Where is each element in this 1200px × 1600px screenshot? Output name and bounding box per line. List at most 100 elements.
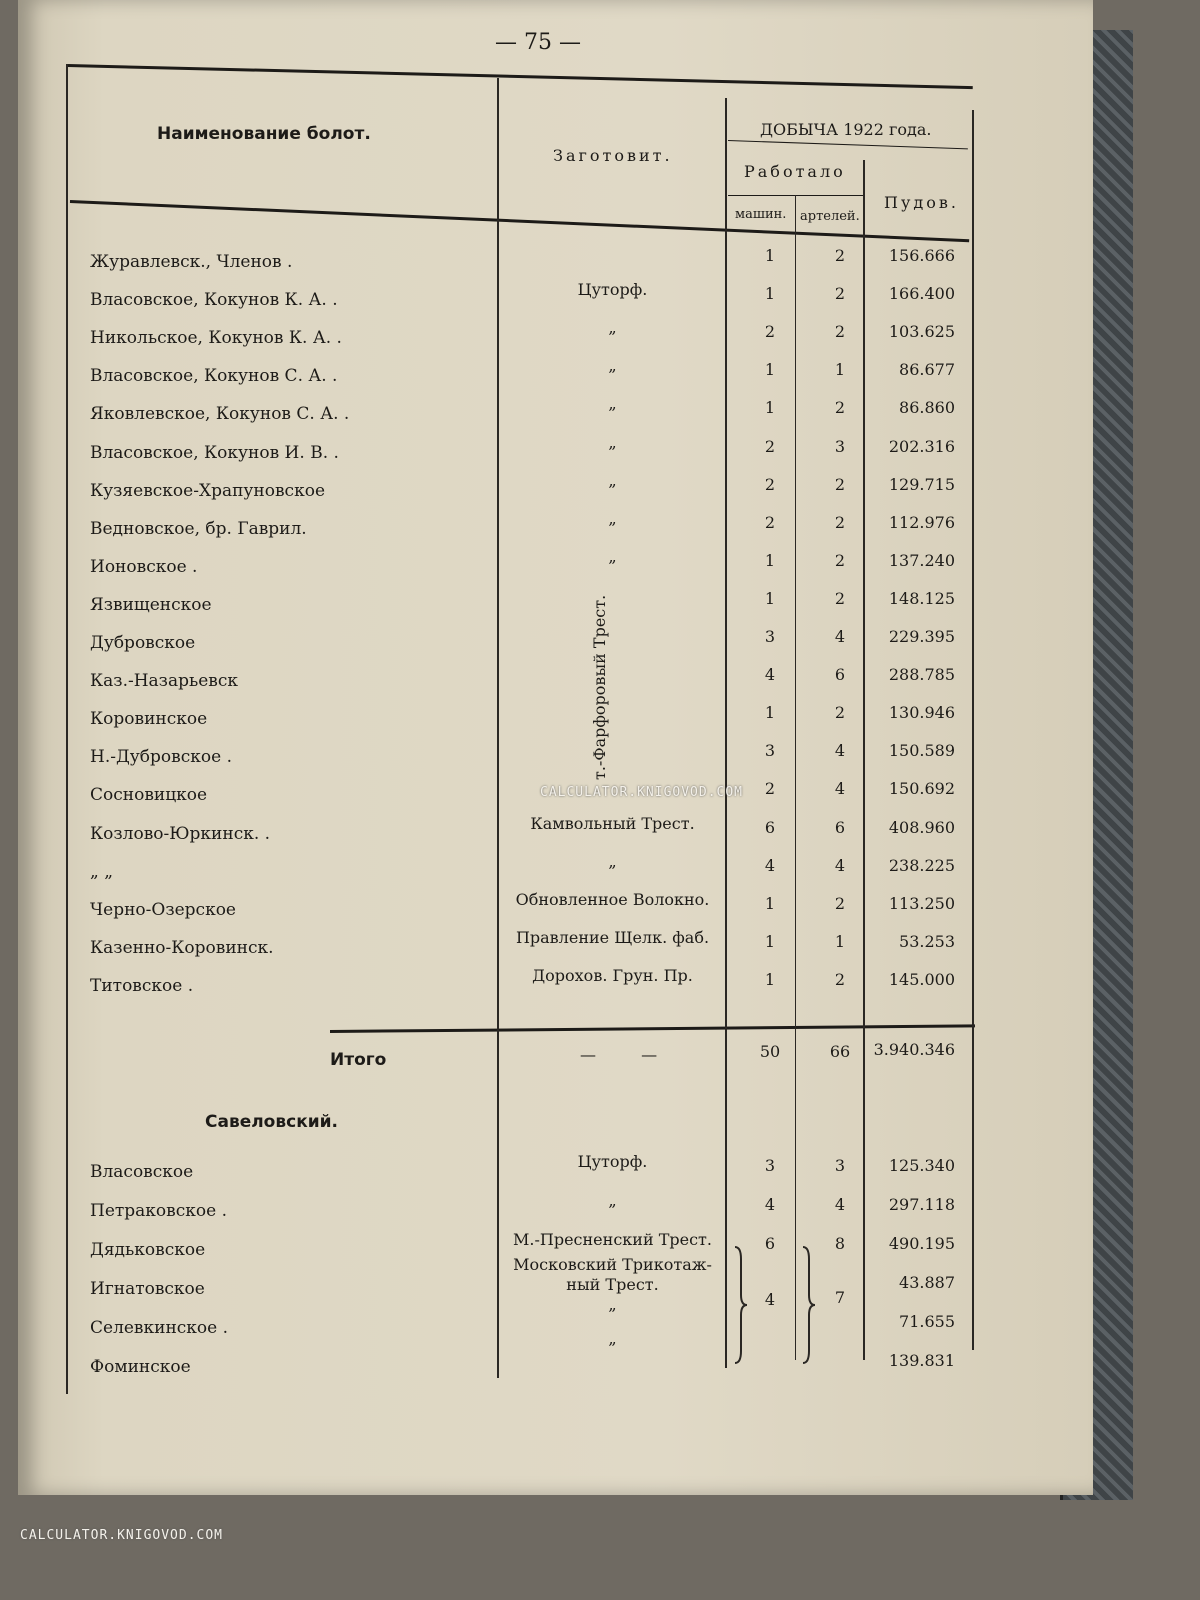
poods-cell: 86.860 [899, 398, 955, 418]
table-row: Дубровское 3 4 229.395 [0, 627, 1000, 669]
machines-cell: 1 [764, 398, 776, 418]
zag-cell: „ [608, 470, 617, 490]
artels-cell: 4 [834, 855, 846, 875]
zag-cell: „ [608, 432, 617, 452]
zag-cell: „ [608, 546, 617, 566]
group-zag-line: „ [608, 1329, 617, 1348]
table-row: Власовское Цуторф. 3 3 125.340 [0, 1152, 1000, 1198]
artels-cell: 3 [834, 1156, 846, 1175]
table-row: Игнатовское 43.887 [0, 1273, 1000, 1315]
machines-cell: 3 [764, 627, 776, 646]
table-row: Ионовское . „ 1 2 137.240 [0, 547, 1000, 593]
table-row: Н.-Дубровское . 3 4 150.589 [0, 741, 1000, 783]
bog-name: Яковлевское, Кокунов С. А. . [90, 404, 350, 425]
group-artels: 7 [834, 1288, 846, 1307]
poods-cell: 150.692 [888, 779, 955, 799]
zag-cell: Обновленное Волокно. [515, 889, 710, 909]
watermark: CALCULATOR.KNIGOVOD.COM [540, 785, 744, 800]
total-artels: 66 [829, 1042, 851, 1061]
poods-cell: 53.253 [899, 931, 955, 951]
machines-cell: 2 [764, 474, 776, 494]
poods-cell: 125.340 [888, 1156, 955, 1175]
bog-name: Дядьковское [90, 1240, 206, 1260]
bog-name: Козлово-Юркинск. . [90, 823, 271, 844]
zag-cell: „ [608, 851, 617, 871]
poods-cell: 297.118 [888, 1195, 955, 1214]
poods-cell: 238.225 [888, 855, 955, 875]
header-machines: машин. [735, 207, 787, 222]
total-dashes: — — [580, 1045, 658, 1064]
artels-cell: 1 [834, 360, 846, 380]
poods-cell: 166.400 [888, 284, 955, 304]
zag-cell: М.-Пресненский Трест. [513, 1230, 712, 1249]
table-row: Никольское, Кокунов К. А. . „ 2 2 103.625 [0, 318, 1000, 364]
machines-cell: 1 [764, 703, 776, 723]
bog-name: Ведновское, бр. Гаврил. [90, 518, 307, 539]
artels-cell: 4 [834, 627, 846, 646]
zag-cell: Цуторф. [577, 280, 648, 300]
group-zag-line: ный Трест. [566, 1275, 659, 1294]
table-row: Кузяевское-Храпуновское „ 2 2 129.715 [0, 471, 1000, 517]
machines-cell: 1 [764, 360, 776, 380]
bog-name: Титовское . [90, 975, 194, 996]
table-row: Петраковское . „ 4 4 297.118 [0, 1191, 1000, 1237]
artels-cell: 2 [834, 398, 846, 418]
table-row: Власовское, Кокунов И. В. . „ 2 3 202.316 [0, 433, 1000, 479]
total-poods: 3.940.346 [873, 1040, 955, 1059]
table-row: Селевкинское . 71.655 [0, 1312, 1000, 1354]
table-row: Ведновское, бр. Гаврил. „ 2 2 112.976 [0, 509, 1000, 555]
artels-cell: 2 [834, 512, 846, 532]
table-row: Казенно-Коровинск. Правление Щелк. фаб. 1 1… [0, 928, 1000, 974]
zag-cell: „ [608, 318, 617, 338]
header-artels: артелей. [800, 209, 860, 224]
header-worked: Работало [744, 162, 846, 181]
bog-name: Власовское [90, 1162, 194, 1182]
table-row: Яковлевское, Кокунов С. А. . „ 1 2 86.860 [0, 394, 1000, 440]
machines-cell: 6 [764, 1234, 776, 1253]
artels-cell: 4 [834, 779, 846, 799]
bog-name: Журавлевск., Членов . [90, 252, 293, 272]
group-machines: 4 [764, 1290, 776, 1309]
poods-cell: 112.976 [888, 512, 955, 532]
zag-cell: „ [608, 508, 617, 528]
machines-cell: 1 [764, 246, 776, 265]
machines-cell: 3 [764, 741, 776, 761]
artels-cell: 6 [834, 817, 846, 837]
poods-cell: 229.395 [888, 627, 955, 646]
table-row: Язвищенское 1 2 148.125 [0, 589, 1000, 631]
poods-cell: 86.677 [899, 360, 955, 380]
bog-name: Власовское, Кокунов К. А. . [90, 290, 338, 311]
bog-name: Н.-Дубровское . [90, 747, 232, 768]
poods-cell: 71.655 [899, 1312, 955, 1331]
zag-cell: Цуторф. [577, 1152, 648, 1171]
machines-cell: 1 [764, 588, 776, 608]
poods-cell: 202.316 [888, 436, 955, 456]
machines-cell: 2 [764, 322, 776, 342]
artels-cell: 2 [834, 588, 846, 608]
table-row: Журавлевск., Членов . 1 2 156.666 [0, 246, 1000, 288]
group-zag: Московский Трикотаж- ный Трест. „ „ [500, 1255, 725, 1349]
artels-cell: 4 [834, 741, 846, 761]
bog-name: Игнатовское [90, 1279, 205, 1299]
bog-name: Коровинское [90, 709, 208, 730]
column-line [972, 110, 974, 1350]
artels-cell: 8 [834, 1234, 846, 1253]
artels-cell: 2 [834, 550, 846, 570]
bog-name: Язвищенское [90, 594, 212, 615]
bog-name: Дубровское [90, 633, 196, 653]
machines-cell: 2 [764, 779, 776, 799]
machines-cell: 4 [764, 855, 776, 875]
poods-cell: 130.946 [888, 703, 955, 723]
machines-cell: 4 [764, 1195, 776, 1214]
section-title: Савеловский. [205, 1112, 339, 1132]
vertical-zag-label: т.-Фарфоровый Трест. [590, 594, 609, 780]
table-row: Коровинское 1 2 130.946 [0, 703, 1000, 745]
zag-cell: „ [608, 1191, 617, 1210]
poods-cell: 150.589 [888, 741, 955, 761]
bog-name: Селевкинское . [90, 1318, 229, 1338]
artels-cell: 2 [834, 322, 846, 342]
poods-cell: 113.250 [888, 893, 955, 913]
brace-icon [802, 1246, 816, 1364]
machines-cell: 1 [764, 969, 776, 989]
machines-cell: 2 [764, 512, 776, 532]
